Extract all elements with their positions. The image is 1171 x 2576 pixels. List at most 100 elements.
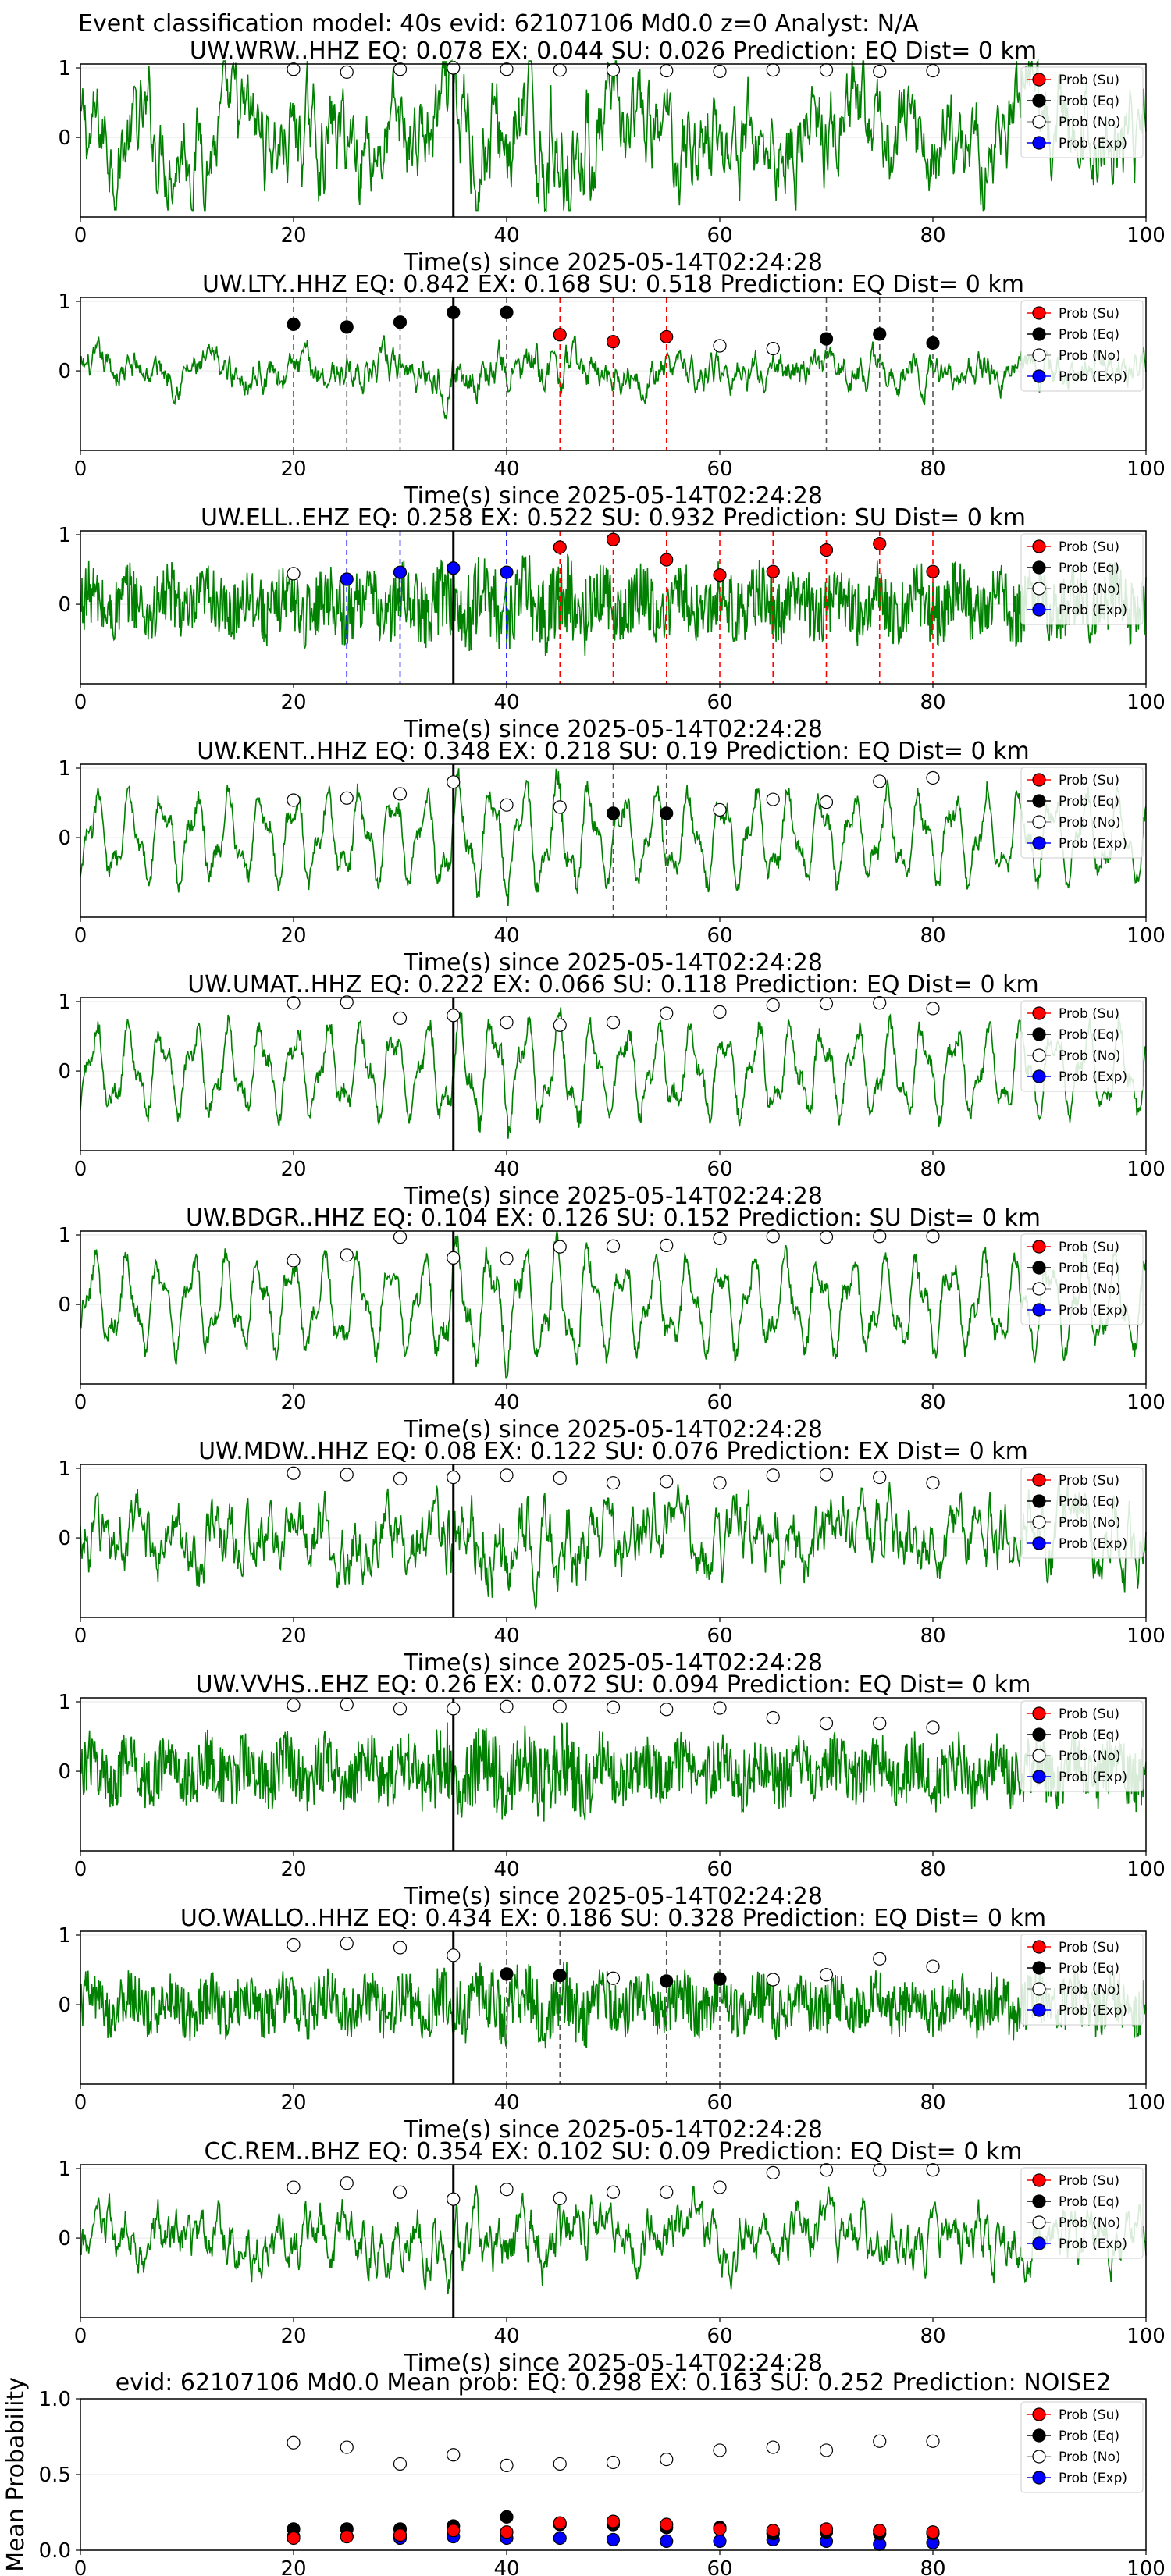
y-tick-label: 1 <box>58 757 71 781</box>
panel-frame <box>80 297 1147 451</box>
prob-marker-no <box>819 1968 834 1982</box>
legend-label-su: Prob (Su) <box>1059 2173 1119 2189</box>
mean-marker-su <box>713 2522 727 2536</box>
waveform-trace <box>80 2185 1147 2295</box>
legend-marker-su <box>1032 1006 1046 1020</box>
x-axis-label: Time(s) since 2025-05-14T02:24:28 <box>403 2350 823 2377</box>
prob-marker-exp <box>340 572 354 586</box>
prob-marker-no <box>393 1011 408 1025</box>
y-tick-label: 1 <box>58 1224 71 1247</box>
prob-marker-eq <box>660 806 674 820</box>
x-tick-label: 40 <box>493 1624 519 1648</box>
prob-marker-no <box>606 2185 621 2199</box>
prob-marker-no <box>819 1230 834 1244</box>
y-tick-label: 0 <box>58 1293 71 1317</box>
legend-label-exp: Prob (Exp) <box>1059 2003 1127 2019</box>
legend-marker-su <box>1032 1240 1046 1254</box>
panel-title: UW.BDGR..HHZ EQ: 0.104 EX: 0.126 SU: 0.1… <box>186 1204 1041 1232</box>
legend-label-eq: Prob (Eq) <box>1059 1027 1119 1043</box>
y-tick-label: 1 <box>58 1457 71 1481</box>
mean-marker-su <box>340 2529 354 2544</box>
legend-marker-su <box>1032 2173 1046 2187</box>
prob-marker-no <box>713 2180 727 2194</box>
x-tick-label: 60 <box>707 2325 732 2348</box>
x-tick-label: 0 <box>74 2325 87 2348</box>
prob-marker-no <box>287 1698 301 1713</box>
x-tick-label: 80 <box>920 457 945 481</box>
legend-label-exp: Prob (Exp) <box>1059 2471 1127 2486</box>
legend-marker-su <box>1032 539 1046 553</box>
prob-marker-no <box>713 339 727 353</box>
mean-marker-no <box>287 2435 301 2450</box>
mean-marker-su <box>926 2525 940 2539</box>
prob-marker-no <box>393 62 408 76</box>
prob-marker-su <box>660 553 674 567</box>
prob-marker-no <box>926 2163 940 2177</box>
legend-marker-exp <box>1032 136 1046 150</box>
mean-marker-su <box>447 2524 461 2538</box>
legend-marker-eq <box>1032 1494 1046 1508</box>
x-tick-label: 80 <box>920 2325 945 2348</box>
x-tick-label: 80 <box>920 224 945 247</box>
prob-marker-no <box>926 1476 940 1490</box>
x-tick-label: 100 <box>1127 691 1166 714</box>
y-tick-label: 1 <box>58 524 71 547</box>
prob-marker-no <box>606 63 621 77</box>
legend-label-exp: Prob (Exp) <box>1059 603 1127 618</box>
waveform-trace <box>80 1961 1147 2049</box>
prob-marker-no <box>447 1251 461 1265</box>
prob-marker-no <box>393 1230 408 1244</box>
legend-label-no: Prob (No) <box>1059 815 1121 831</box>
x-tick-label: 60 <box>707 1158 732 1181</box>
prob-marker-no <box>606 1239 621 1253</box>
prob-marker-no <box>926 1959 940 1973</box>
legend-label-exp: Prob (Exp) <box>1059 1069 1127 1085</box>
y-tick-label: 0 <box>58 1994 71 2017</box>
prob-marker-no <box>447 1470 461 1485</box>
prob-marker-no <box>766 2165 780 2179</box>
prob-marker-no <box>500 1251 514 1265</box>
prob-marker-no <box>553 63 567 77</box>
legend-label-exp: Prob (Exp) <box>1059 136 1127 151</box>
x-tick-label: 60 <box>707 691 732 714</box>
legend-marker-eq <box>1032 327 1046 341</box>
x-tick-label: 0 <box>74 224 87 247</box>
prob-marker-su <box>553 328 567 342</box>
legend-marker-exp <box>1032 1069 1046 1083</box>
prob-marker-no <box>873 1229 887 1244</box>
prob-marker-no <box>340 791 354 805</box>
legend-label-exp: Prob (Exp) <box>1059 836 1127 852</box>
x-tick-label: 60 <box>707 2557 732 2576</box>
x-tick-label: 100 <box>1127 1858 1166 1881</box>
x-tick-label: 80 <box>920 2557 945 2576</box>
prob-marker-no <box>766 1973 780 1987</box>
legend-label-su: Prob (Su) <box>1059 1940 1119 1955</box>
prob-marker-no <box>660 1703 674 1717</box>
prob-marker-no <box>873 1470 887 1485</box>
panel-frame <box>80 63 1147 218</box>
y-tick-label: 0 <box>58 1060 71 1083</box>
mean-marker-su <box>553 2516 567 2530</box>
legend-label-su: Prob (Su) <box>1059 1706 1119 1722</box>
y-tick-label: 0.0 <box>39 2539 71 2563</box>
prob-marker-no <box>713 64 727 79</box>
x-tick-label: 20 <box>280 224 306 247</box>
legend-marker-exp <box>1032 2471 1046 2485</box>
mean-marker-exp <box>660 2534 674 2548</box>
panel-title: UW.KENT..HHZ EQ: 0.348 EX: 0.218 SU: 0.1… <box>197 738 1030 765</box>
panel-frame <box>80 2164 1147 2318</box>
prob-marker-no <box>873 774 887 788</box>
y-tick-label: 0 <box>58 593 71 617</box>
x-tick-label: 0 <box>74 691 87 714</box>
prob-marker-no <box>393 2185 408 2199</box>
legend-label-su: Prob (Su) <box>1059 73 1119 88</box>
x-tick-label: 80 <box>920 1391 945 1414</box>
prob-marker-no <box>713 1701 727 1715</box>
panel-frame <box>80 763 1147 918</box>
legend-label-eq: Prob (Eq) <box>1059 94 1119 109</box>
prob-marker-eq <box>393 315 408 329</box>
panel-frame <box>80 1930 1147 2085</box>
x-tick-label: 40 <box>493 1158 519 1181</box>
x-tick-label: 20 <box>280 1858 306 1881</box>
prob-marker-no <box>340 65 354 79</box>
